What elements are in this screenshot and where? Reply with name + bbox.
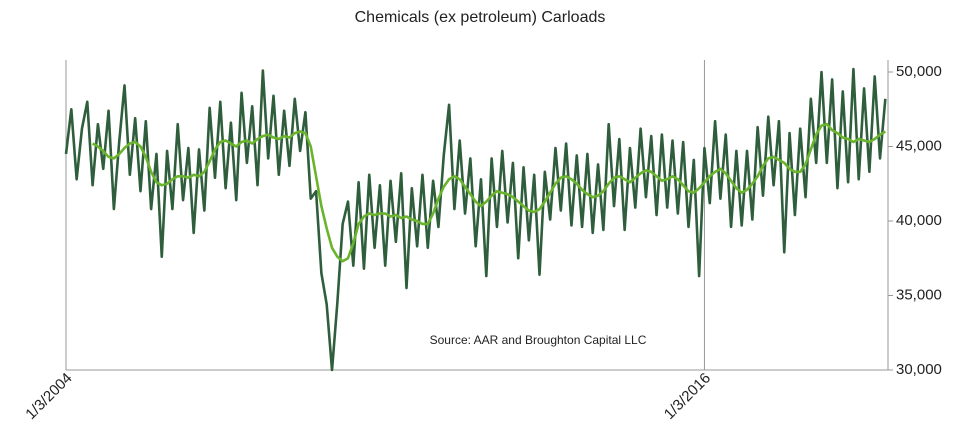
annotation: Source: AAR and Broughton Capital LLC [430,333,647,347]
x-tick-label: 1/3/2004 [22,370,75,423]
y-tick-label: 30,000 [896,361,942,378]
series-line [64,67,887,372]
y-tick-label: 40,000 [896,212,942,229]
y-tick-label: 45,000 [896,137,942,154]
y-tick-label: 50,000 [896,63,942,80]
x-tick-label: 1/3/2016 [661,370,714,423]
series-line [91,122,886,263]
y-tick-label: 35,000 [896,286,942,303]
chart-title: Chemicals (ex petroleum) Carloads [355,9,606,26]
